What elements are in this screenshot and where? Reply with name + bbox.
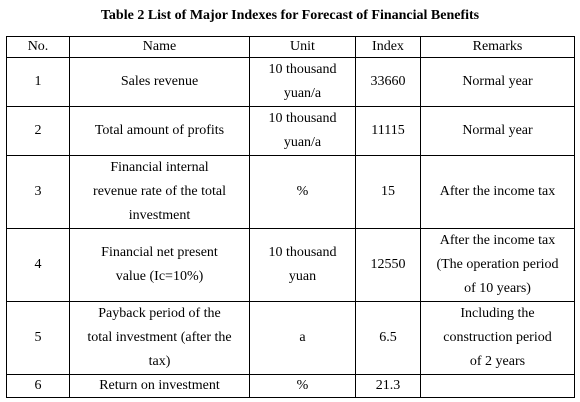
cell-index: 15 xyxy=(355,155,421,229)
cell-no: 2 xyxy=(6,106,70,156)
cell-unit: % xyxy=(249,374,356,398)
cell-index: 33660 xyxy=(355,57,421,107)
header-name: Name xyxy=(69,36,250,58)
cell-name: Sales revenue xyxy=(69,57,250,107)
cell-no: 4 xyxy=(6,228,70,302)
cell-no: 3 xyxy=(6,155,70,229)
cell-unit: 10 thousand yuan xyxy=(249,228,356,302)
cell-index: 12550 xyxy=(355,228,421,302)
table-header-row: No. Name Unit Index Remarks xyxy=(6,36,575,58)
cell-unit: a xyxy=(249,301,356,375)
financial-indexes-table: No. Name Unit Index Remarks 1 Sales reve… xyxy=(6,36,575,398)
cell-remarks: Including the construction period of 2 y… xyxy=(420,301,575,375)
table-caption: Table 2 List of Major Indexes for Foreca… xyxy=(100,8,480,23)
header-index: Index xyxy=(355,36,421,58)
table-row: 6 Return on investment % 21.3 xyxy=(6,374,575,398)
header-no: No. xyxy=(6,36,70,58)
table-row: 1 Sales revenue 10 thousand yuan/a 33660… xyxy=(6,57,575,107)
cell-unit: % xyxy=(249,155,356,229)
table-row: 2 Total amount of profits 10 thousand yu… xyxy=(6,106,575,156)
cell-unit: 10 thousand yuan/a xyxy=(249,106,356,156)
header-unit: Unit xyxy=(249,36,356,58)
cell-no: 1 xyxy=(6,57,70,107)
table-row: 5 Payback period of the total investment… xyxy=(6,301,575,375)
cell-name: Return on investment xyxy=(69,374,250,398)
cell-no: 5 xyxy=(6,301,70,375)
cell-name: Financial internal revenue rate of the t… xyxy=(69,155,250,229)
cell-index: 21.3 xyxy=(355,374,421,398)
cell-name: Total amount of profits xyxy=(69,106,250,156)
cell-remarks: Normal year xyxy=(420,106,575,156)
cell-name: Payback period of the total investment (… xyxy=(69,301,250,375)
cell-unit: 10 thousand yuan/a xyxy=(249,57,356,107)
cell-index: 6.5 xyxy=(355,301,421,375)
table-row: 3 Financial internal revenue rate of the… xyxy=(6,155,575,229)
cell-remarks xyxy=(420,374,575,398)
cell-remarks: After the income tax (The operation peri… xyxy=(420,228,575,302)
header-remarks: Remarks xyxy=(420,36,575,58)
table-row: 4 Financial net present value (Ic=10%) 1… xyxy=(6,228,575,302)
cell-remarks: After the income tax xyxy=(420,155,575,229)
cell-remarks: Normal year xyxy=(420,57,575,107)
cell-name: Financial net present value (Ic=10%) xyxy=(69,228,250,302)
cell-index: 11115 xyxy=(355,106,421,156)
cell-no: 6 xyxy=(6,374,70,398)
